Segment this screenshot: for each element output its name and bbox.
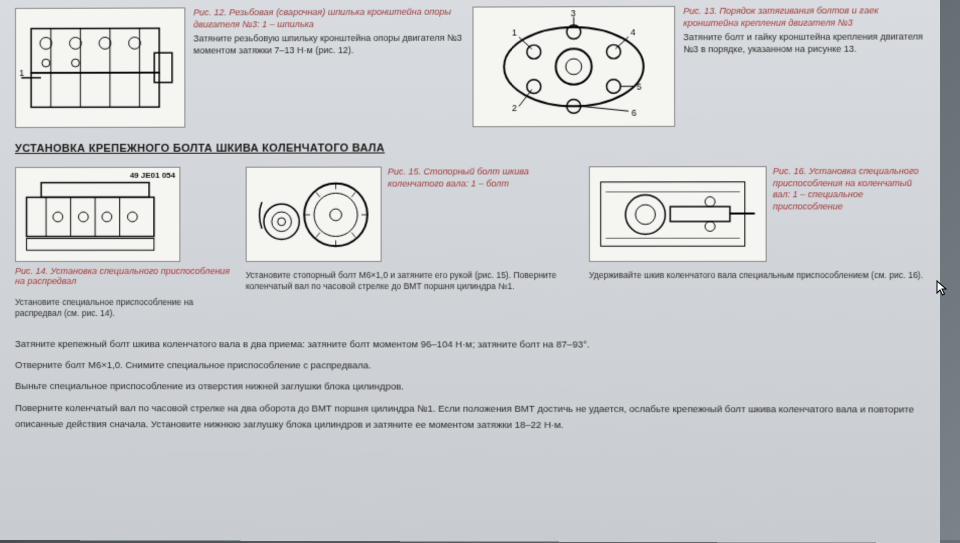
svg-text:3: 3 bbox=[571, 8, 576, 18]
figure-13-body: Затяните болт и гайку кронштейна креплен… bbox=[683, 32, 923, 55]
figure-16-diagram bbox=[589, 166, 767, 262]
document-page: 1 Рис. 12. Резьбовая (сварочная) шпилька… bbox=[0, 0, 940, 543]
figure-12-body: Затяните резьбовую шпильку кронштейна оп… bbox=[193, 33, 461, 55]
bottom-paragraphs: Затяните крепежный болт шкива коленчатог… bbox=[15, 337, 925, 434]
svg-text:5: 5 bbox=[637, 81, 642, 91]
figure-14-body: Установите специальное приспособление на… bbox=[15, 297, 236, 319]
svg-text:1: 1 bbox=[19, 68, 24, 78]
svg-text:2: 2 bbox=[512, 103, 517, 113]
mouse-cursor-icon bbox=[936, 280, 950, 298]
figure-15-block: Рис. 15. Стопорный болт шкива коленчатог… bbox=[246, 166, 579, 319]
figure-15-title: Рис. 15. Стопорный болт шкива коленчатог… bbox=[388, 166, 579, 190]
svg-text:6: 6 bbox=[632, 108, 637, 118]
bottom-p3: Выньте специальное приспособление из отв… bbox=[15, 379, 925, 396]
section-header: УСТАНОВКА КРЕПЕЖНОГО БОЛТА ШКИВА КОЛЕНЧА… bbox=[15, 142, 925, 155]
figure-14-title: Рис. 14. Установка специального приспосо… bbox=[15, 266, 236, 286]
top-row: 1 Рис. 12. Резьбовая (сварочная) шпилька… bbox=[15, 5, 925, 128]
bottom-p1: Затяните крепежный болт шкива коленчатог… bbox=[15, 337, 925, 354]
figure-12-block: 1 Рис. 12. Резьбовая (сварочная) шпилька… bbox=[15, 7, 462, 128]
figure-14-diagram: 49 JE01 054 bbox=[15, 167, 180, 262]
figure-13-diagram: 1 3 4 5 6 2 bbox=[473, 6, 676, 127]
figure-14-block: 49 JE01 054 Рис. 14. Установка специальн… bbox=[15, 167, 236, 320]
figure-15-body: Установите стопорный болт М6×1,0 и затян… bbox=[246, 270, 579, 292]
figure-16-block: Рис. 16. Установка специального приспосо… bbox=[589, 166, 925, 320]
bottom-p4: Поверните коленчатый вал по часовой стре… bbox=[15, 401, 925, 435]
figure-12-title: Рис. 12. Резьбовая (сварочная) шпилька к… bbox=[193, 7, 462, 31]
figure-12-diagram: 1 bbox=[15, 7, 185, 128]
figure-13-block: 1 3 4 5 6 2 Рис. 13. Порядок затягивания… bbox=[473, 5, 925, 127]
figure-16-title: Рис. 16. Установка специального приспосо… bbox=[773, 166, 925, 213]
part-number: 49 JE01 054 bbox=[130, 171, 176, 180]
bottom-p2: Отверните болт М6×1,0. Снимите специальн… bbox=[15, 358, 925, 375]
figure-13-text: Рис. 13. Порядок затягивания болтов и га… bbox=[683, 5, 924, 127]
svg-text:4: 4 bbox=[631, 27, 636, 37]
figure-13-title: Рис. 13. Порядок затягивания болтов и га… bbox=[683, 5, 924, 29]
figure-12-text: Рис. 12. Резьбовая (сварочная) шпилька к… bbox=[193, 7, 462, 128]
figure-15-diagram bbox=[246, 167, 382, 262]
mid-row: 49 JE01 054 Рис. 14. Установка специальн… bbox=[15, 166, 925, 320]
figure-16-body: Удерживайте шкив коленчатого вала специа… bbox=[589, 270, 925, 281]
svg-text:1: 1 bbox=[512, 27, 517, 37]
